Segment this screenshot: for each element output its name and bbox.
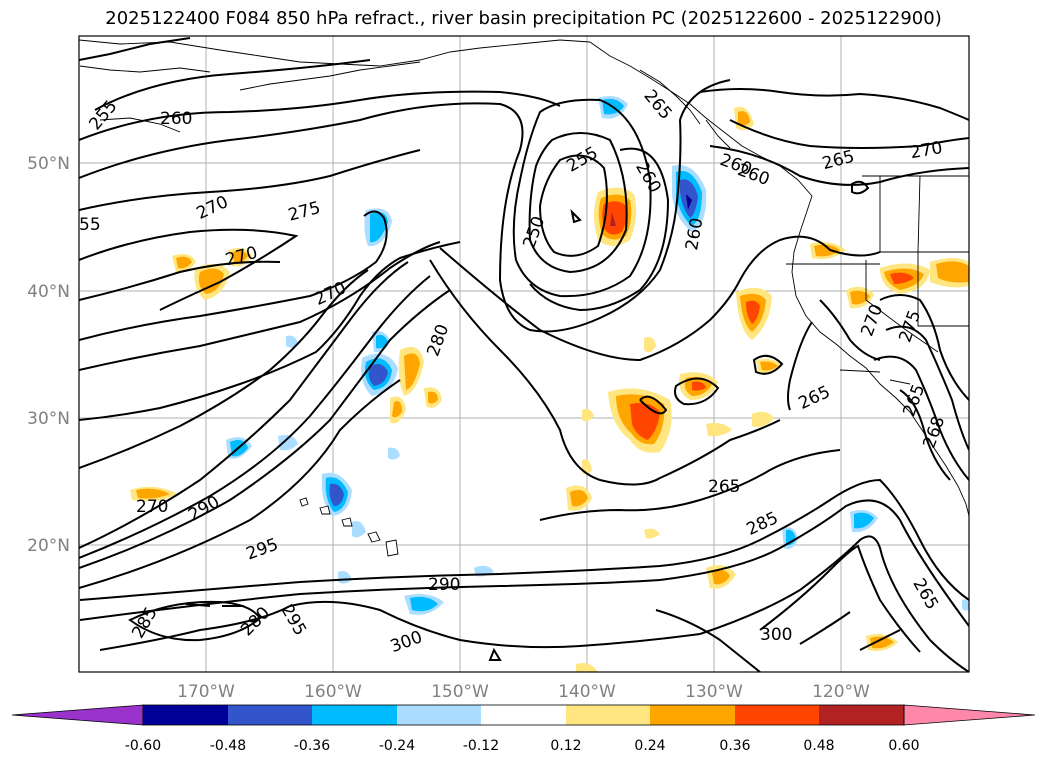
lon-label: 150°W: [431, 682, 489, 702]
contour-label: 290: [428, 575, 460, 595]
precip-blob: [630, 403, 660, 440]
lon-label: 160°W: [304, 682, 362, 702]
colorbar-segment: [819, 705, 904, 725]
precip-blob: [854, 512, 874, 529]
precip-blob: [232, 250, 248, 263]
precip-blob: [738, 111, 750, 126]
precip-blob: [962, 599, 969, 611]
colorbar-tick: 0.24: [634, 738, 665, 754]
lat-label: 50°N: [27, 154, 70, 174]
precip-blob: [368, 364, 388, 386]
lon-label: 120°W: [812, 682, 870, 702]
map-area: [79, 36, 969, 672]
colorbar-extend-max: [903, 704, 1036, 726]
lat-label: 30°N: [27, 409, 70, 429]
refractivity-contours: [79, 37, 969, 672]
precip-blob: [136, 488, 170, 499]
colorbar-segment: [312, 705, 397, 725]
lon-labels: 170°W 160°W 150°W 140°W 130°W 120°W: [177, 682, 870, 702]
lat-label: 40°N: [27, 282, 70, 302]
precip-blob: [814, 244, 840, 257]
colorbar-tick: 0.36: [719, 738, 750, 754]
precip-blob: [644, 528, 660, 539]
colorbar-segment: [397, 705, 481, 725]
precip-blob: [890, 272, 914, 284]
colorbar-segment: [566, 705, 650, 725]
precip-blob: [706, 422, 732, 437]
precip-blob: [582, 408, 594, 422]
colorbar-segment: [650, 705, 735, 725]
lat-labels: 50°N 40°N 30°N 20°N: [27, 154, 70, 556]
colorbar-segment: [735, 705, 819, 725]
colorbar-tick: -0.24: [379, 738, 415, 754]
precip-blob: [870, 636, 894, 649]
precip-blob: [404, 353, 420, 390]
map-title: 2025122400 F084 850 hPa refract., river …: [105, 8, 942, 29]
lat-label: 20°N: [27, 536, 70, 556]
precip-blob: [760, 361, 778, 371]
precip-blob: [610, 212, 616, 226]
precip-blob: [370, 212, 388, 243]
lon-label: 130°W: [685, 682, 743, 702]
colorbar-segment: [481, 705, 566, 725]
colorbar-tick: -0.12: [463, 738, 499, 754]
precip-blob: [570, 490, 588, 507]
contour-label: 265: [708, 477, 740, 497]
colorbar-tick: 0.60: [888, 738, 919, 754]
contour-label: 260: [160, 109, 192, 129]
precip-blob: [602, 201, 627, 235]
precip-blob: [686, 194, 692, 210]
precip-blob: [176, 256, 192, 269]
precip-blob: [936, 261, 969, 283]
precip-blob: [752, 411, 774, 427]
map-frame: [78, 35, 970, 673]
colorbar-tick: -0.36: [294, 738, 330, 754]
precip-blob: [576, 663, 598, 672]
precip-blob: [746, 300, 760, 324]
colorbar: -0.60 -0.48 -0.36 -0.24 -0.12 0.12 0.24 …: [11, 704, 1036, 754]
lon-label: 140°W: [558, 682, 616, 702]
precip-blob: [410, 596, 438, 612]
colorbar-segment: [228, 705, 312, 725]
colorbar-tick: 0.48: [803, 738, 834, 754]
precip-blob: [278, 435, 298, 451]
precip-blob: [388, 447, 400, 460]
colorbar-tick: -0.48: [210, 738, 246, 754]
contour-label: 55: [79, 215, 101, 235]
contour-label: 300: [760, 625, 792, 645]
precip-blob: [850, 290, 870, 305]
precip-blob: [428, 391, 438, 404]
contour-label: 270: [136, 497, 168, 517]
precip-blob: [392, 401, 402, 418]
colorbar-tick: 0.12: [550, 738, 581, 754]
colorbar-tick: -0.60: [125, 738, 161, 754]
precip-blob: [329, 483, 344, 506]
colorbar-extend-min: [11, 704, 144, 726]
precip-blob: [352, 521, 366, 538]
precip-blob: [198, 268, 224, 294]
precip-blob: [712, 569, 730, 585]
hawaii-islands: [299, 497, 399, 557]
colorbar-segment: [143, 705, 228, 725]
precip-blob: [644, 337, 656, 353]
precip-blob: [286, 335, 298, 348]
precip-blob: [692, 381, 706, 391]
lon-label: 170°W: [177, 682, 235, 702]
